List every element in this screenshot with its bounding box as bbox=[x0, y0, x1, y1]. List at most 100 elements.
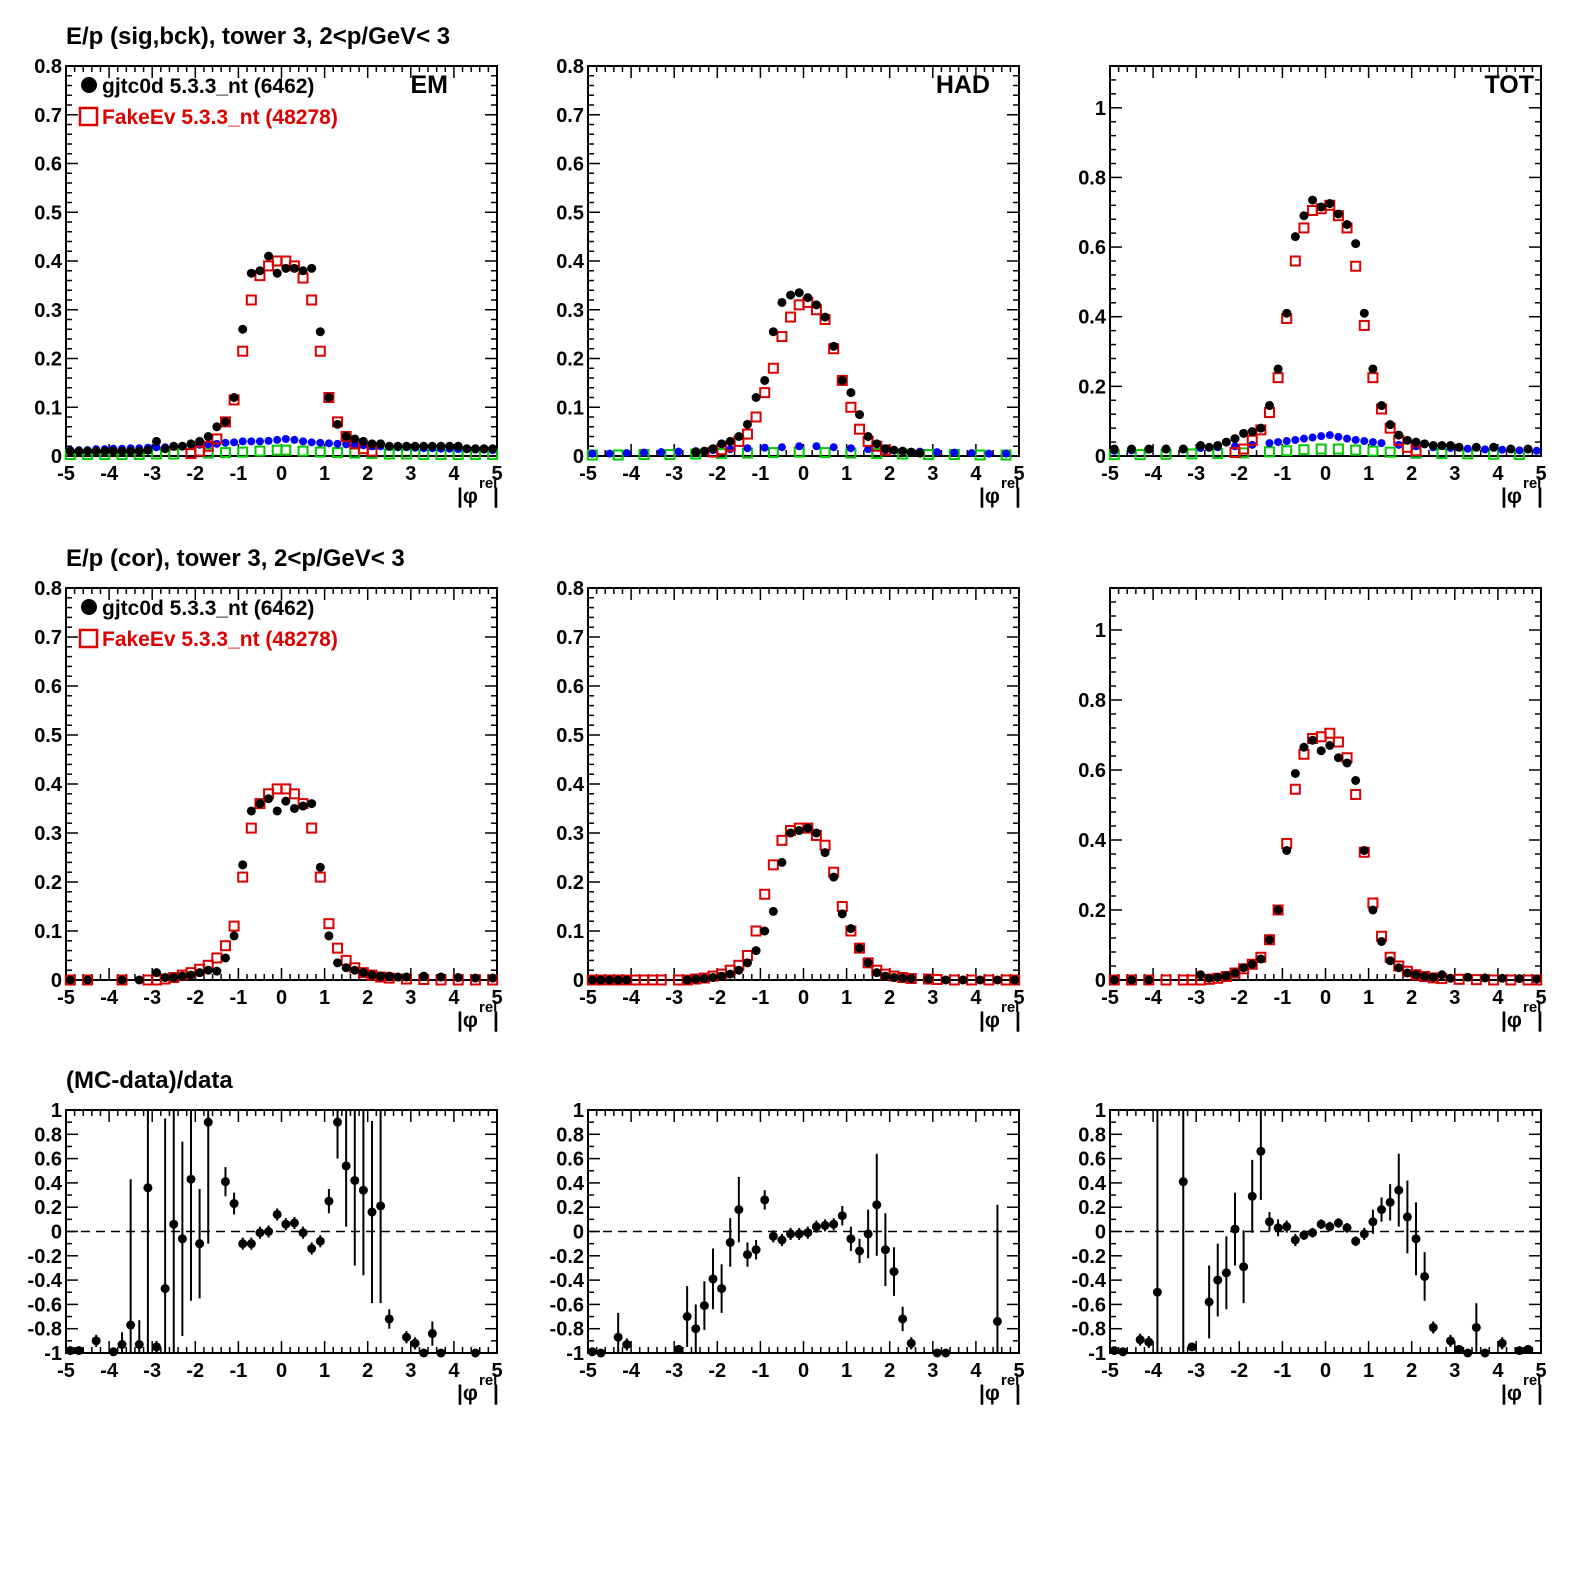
series-bck_data bbox=[588, 442, 1011, 458]
data-point-ratio bbox=[941, 1348, 951, 1358]
data-point-data bbox=[708, 973, 718, 983]
data-point-ratio bbox=[177, 1234, 187, 1244]
data-point-data bbox=[83, 446, 93, 456]
x-axis-label-superscript: rel bbox=[1523, 999, 1541, 1016]
data-point-data bbox=[725, 436, 735, 446]
y-tick-label: 0.8 bbox=[556, 578, 584, 600]
data-point-data bbox=[1290, 769, 1300, 778]
data-point-ratio bbox=[725, 1237, 735, 1247]
data-point-bck_data bbox=[1360, 437, 1369, 446]
x-tick-label: 4 bbox=[1492, 987, 1504, 1009]
data-point-data bbox=[436, 441, 446, 451]
data-point-bck_data bbox=[1325, 431, 1334, 440]
x-tick-label: 3 bbox=[927, 463, 938, 485]
series-data bbox=[1109, 735, 1542, 985]
data-point-data bbox=[1394, 963, 1404, 973]
y-tick-label: 0.2 bbox=[1078, 900, 1106, 922]
data-point-bck_mc bbox=[280, 444, 292, 456]
data-point-ratio bbox=[91, 1336, 101, 1346]
legend-data-label: gjtc0d 5.3.3_nt (6462) bbox=[102, 75, 314, 98]
series-data bbox=[1109, 195, 1533, 454]
y-tick-label: 0.2 bbox=[34, 872, 62, 894]
data-point-data bbox=[203, 965, 213, 975]
y-tick-label: 0.1 bbox=[556, 921, 584, 943]
data-point-mc bbox=[288, 788, 300, 800]
data-point-data bbox=[837, 375, 847, 385]
x-tick-label: 3 bbox=[1449, 1360, 1460, 1382]
data-point-bck_data bbox=[1377, 439, 1386, 448]
data-point-data bbox=[751, 393, 761, 402]
data-point-data bbox=[281, 796, 291, 806]
data-point-data bbox=[169, 973, 179, 983]
data-point-data bbox=[91, 446, 101, 456]
data-point-ratio bbox=[1351, 1236, 1361, 1246]
data-point-data bbox=[1264, 401, 1274, 411]
data-point-data bbox=[65, 975, 75, 985]
data-point-mc bbox=[306, 294, 318, 306]
data-point-bck_mc bbox=[219, 447, 231, 459]
data-point-data bbox=[915, 448, 925, 458]
data-point-ratio bbox=[906, 1338, 916, 1348]
x-tick-label: -2 bbox=[1230, 987, 1248, 1009]
data-point-bck_data bbox=[238, 437, 247, 446]
data-point-data bbox=[1308, 195, 1318, 205]
y-tick-label: 0.6 bbox=[556, 676, 584, 698]
y-tick-label: -0.8 bbox=[550, 1319, 584, 1341]
data-point-data bbox=[419, 441, 429, 451]
data-point-data bbox=[470, 444, 480, 454]
y-tick-label: -1 bbox=[1088, 1343, 1106, 1365]
data-point-bck_data bbox=[829, 443, 838, 452]
data-point-ratio bbox=[1394, 1185, 1404, 1195]
y-tick-label: 0.4 bbox=[556, 1173, 585, 1195]
x-tick-label: -3 bbox=[143, 1360, 161, 1382]
series-ratio bbox=[587, 1153, 1002, 1358]
data-point-data bbox=[177, 441, 187, 451]
data-point-mc bbox=[1160, 974, 1172, 986]
data-point-data bbox=[1428, 441, 1438, 451]
data-point-ratio bbox=[126, 1320, 136, 1330]
data-point-data bbox=[1230, 434, 1240, 444]
data-point-data bbox=[1264, 935, 1274, 945]
data-point-ratio bbox=[1316, 1219, 1326, 1229]
data-point-data bbox=[1428, 972, 1438, 982]
data-point-ratio bbox=[1230, 1224, 1240, 1234]
data-point-mc bbox=[854, 423, 866, 435]
data-point-data bbox=[889, 973, 899, 983]
data-point-ratio bbox=[384, 1314, 394, 1324]
data-point-bck_data bbox=[1002, 449, 1011, 458]
x-tick-label: 0 bbox=[1320, 463, 1331, 485]
data-point-data bbox=[376, 971, 386, 981]
x-axis-label-end: | bbox=[1537, 1009, 1543, 1032]
data-point-data bbox=[255, 266, 265, 276]
x-axis-label: |φ bbox=[979, 1382, 1000, 1405]
data-point-ratio bbox=[203, 1117, 213, 1127]
y-tick-label: 0.3 bbox=[556, 823, 584, 845]
data-point-ratio bbox=[324, 1196, 334, 1206]
data-point-bck_data bbox=[743, 444, 752, 453]
data-point-bck_data bbox=[640, 448, 649, 457]
x-axis-label-superscript: rel bbox=[1001, 1372, 1019, 1389]
data-point-data bbox=[1109, 444, 1119, 454]
x-axis-label-end: | bbox=[1015, 1009, 1021, 1032]
data-point-mc bbox=[314, 345, 326, 357]
data-point-data bbox=[488, 444, 498, 454]
y-tick-label: 0 bbox=[1095, 970, 1106, 992]
data-point-ratio bbox=[298, 1228, 308, 1238]
data-point-data bbox=[846, 388, 856, 398]
y-tick-label: 0.8 bbox=[1078, 690, 1106, 712]
data-point-data bbox=[1144, 975, 1154, 985]
data-point-data bbox=[350, 434, 360, 444]
x-axis-label: |φ bbox=[979, 485, 1000, 508]
data-point-ratio bbox=[238, 1239, 248, 1249]
data-point-data bbox=[307, 799, 317, 809]
y-tick-label: 0.2 bbox=[34, 349, 62, 371]
x-axis-label-superscript: rel bbox=[479, 475, 497, 492]
x-tick-label: -1 bbox=[230, 463, 248, 485]
x-tick-label: -4 bbox=[100, 463, 119, 485]
row-title-ratio: (MC-data)/data bbox=[66, 1067, 233, 1094]
data-point-ratio bbox=[289, 1218, 299, 1228]
data-point-ratio bbox=[837, 1211, 847, 1221]
y-tick-label: 0 bbox=[573, 446, 584, 468]
y-tick-label: 0.8 bbox=[1078, 1124, 1106, 1146]
